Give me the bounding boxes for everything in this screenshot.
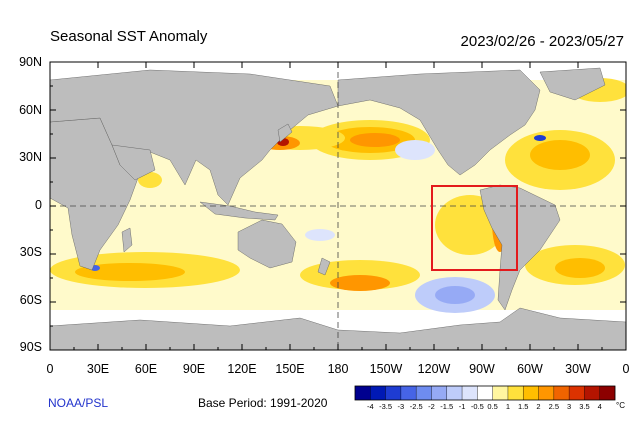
- lon-label-180: 180: [327, 362, 349, 376]
- lat-ticks: [50, 61, 626, 351]
- madagascar-land: [121, 227, 133, 253]
- colorbar-label: 0.5: [487, 402, 498, 411]
- colorbar-swatch: [446, 386, 463, 400]
- lon-label-120w: 120W: [417, 362, 451, 376]
- arabia-land: [111, 144, 156, 181]
- colorbar-label: -3: [397, 402, 405, 411]
- lon-label-90w: 90W: [469, 362, 495, 376]
- indonesia-land: [199, 201, 279, 221]
- lon-label-150w: 150W: [369, 362, 403, 376]
- colorbar-label: 3: [567, 402, 572, 411]
- lon-label-30w: 30W: [565, 362, 591, 376]
- colorbar-swatch: [507, 386, 524, 400]
- colorbar-label: -1.5: [440, 402, 454, 411]
- lon-label-60w: 60W: [517, 362, 543, 376]
- australia-land: [237, 219, 297, 269]
- date-range: 2023/02/26 - 2023/05/27: [460, 33, 624, 50]
- greenland-land: [539, 67, 606, 101]
- colorbar-swatch: [462, 386, 478, 400]
- colorbar-swatch: [370, 386, 386, 400]
- lon-label-90e: 90E: [182, 362, 206, 376]
- colorbar-label: 1: [505, 402, 511, 411]
- map-gridlines: [50, 62, 626, 350]
- colorbar-label: 2.5: [548, 402, 560, 411]
- north-america-land: [337, 69, 541, 176]
- japan-land: [277, 123, 293, 143]
- colorbar-label: -4: [366, 402, 374, 411]
- lon-ticks: [49, 62, 627, 350]
- colorbar-swatch: [553, 386, 570, 400]
- lon-label-60e: 60E: [134, 362, 158, 376]
- lat-label-0: 0: [35, 198, 42, 212]
- colorbar-swatch: [523, 386, 539, 400]
- lon-label-0-east: 0: [622, 362, 630, 376]
- colorbar-label: 1.5: [518, 402, 529, 411]
- south-america-land: [479, 184, 561, 311]
- lon-label-150e: 150E: [275, 362, 305, 376]
- colorbar-label: -0.5: [470, 402, 484, 411]
- colorbar-label: 2: [536, 402, 541, 411]
- lon-label-30e: 30E: [86, 362, 110, 376]
- colorbar: [354, 385, 616, 401]
- land-masses: [50, 67, 626, 350]
- highlight-box: [431, 185, 518, 271]
- lat-label-90s: 90S: [19, 340, 42, 354]
- lat-label-60s: 60S: [19, 293, 42, 307]
- lat-label-30n: 30N: [19, 150, 42, 164]
- colorbar-unit: °C: [616, 401, 625, 410]
- map-title: Seasonal SST Anomaly: [50, 28, 208, 45]
- lat-label-90n: 90N: [19, 55, 42, 69]
- new-zealand-land: [317, 257, 331, 276]
- colorbar-swatch: [385, 386, 402, 400]
- colorbar-swatch: [416, 386, 432, 400]
- colorbar-label: -2.5: [409, 402, 423, 411]
- cool-anomaly-fields: [90, 135, 546, 313]
- colorbar-frame: [354, 385, 616, 401]
- lat-label-30s: 30S: [19, 245, 42, 259]
- colorbar-swatch: [355, 386, 371, 400]
- colorbar-swatch: [569, 386, 585, 400]
- colorbar-swatch: [584, 386, 600, 400]
- colorbar-swatch: [431, 386, 447, 400]
- colorbar-label: -1: [458, 402, 466, 411]
- base-period: Base Period: 1991-2020: [198, 396, 328, 410]
- colorbar-label: -2: [428, 402, 435, 411]
- colorbar-label: 3.5: [579, 402, 590, 411]
- antarctica-land: [50, 307, 626, 350]
- colorbar-swatch: [477, 386, 493, 400]
- colorbar-swatch: [492, 386, 509, 400]
- colorbar-swatch: [400, 386, 417, 400]
- lon-label-0: 0: [46, 362, 54, 376]
- source-credit: NOAA/PSL: [48, 396, 109, 410]
- colorbar-label: -3.5: [379, 402, 393, 411]
- colorbar-label: 4: [597, 402, 602, 411]
- lat-label-60n: 60N: [19, 103, 42, 117]
- colorbar-swatch: [599, 386, 616, 400]
- colorbar-swatch: [538, 386, 555, 400]
- lon-label-120e: 120E: [227, 362, 257, 376]
